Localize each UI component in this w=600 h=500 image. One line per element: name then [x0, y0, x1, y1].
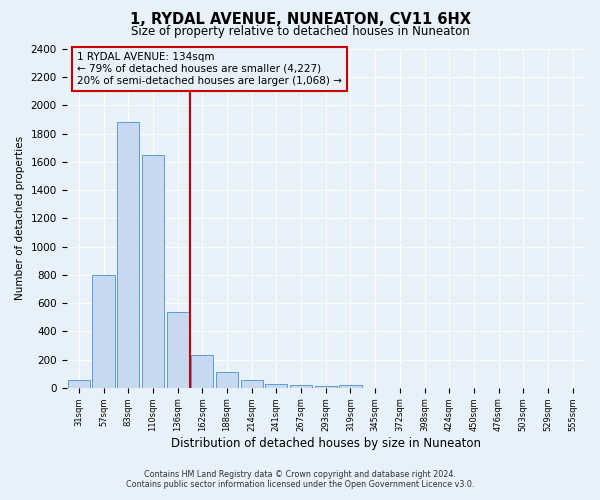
Bar [68, 380, 90, 388]
Bar [265, 384, 287, 388]
Text: 1 RYDAL AVENUE: 134sqm
← 79% of detached houses are smaller (4,227)
20% of semi-: 1 RYDAL AVENUE: 134sqm ← 79% of detached… [77, 52, 342, 86]
Y-axis label: Number of detached properties: Number of detached properties [15, 136, 25, 300]
X-axis label: Distribution of detached houses by size in Nuneaton: Distribution of detached houses by size … [171, 437, 481, 450]
Text: 1, RYDAL AVENUE, NUNEATON, CV11 6HX: 1, RYDAL AVENUE, NUNEATON, CV11 6HX [130, 12, 470, 28]
Bar [191, 354, 214, 388]
Bar [314, 386, 337, 388]
Bar [142, 155, 164, 388]
Bar [340, 385, 362, 388]
Bar [117, 122, 139, 388]
Bar [290, 385, 312, 388]
Text: Size of property relative to detached houses in Nuneaton: Size of property relative to detached ho… [131, 25, 469, 38]
Bar [167, 312, 189, 388]
Text: Contains HM Land Registry data © Crown copyright and database right 2024.
Contai: Contains HM Land Registry data © Crown c… [126, 470, 474, 489]
Bar [241, 380, 263, 388]
Bar [92, 275, 115, 388]
Bar [216, 372, 238, 388]
